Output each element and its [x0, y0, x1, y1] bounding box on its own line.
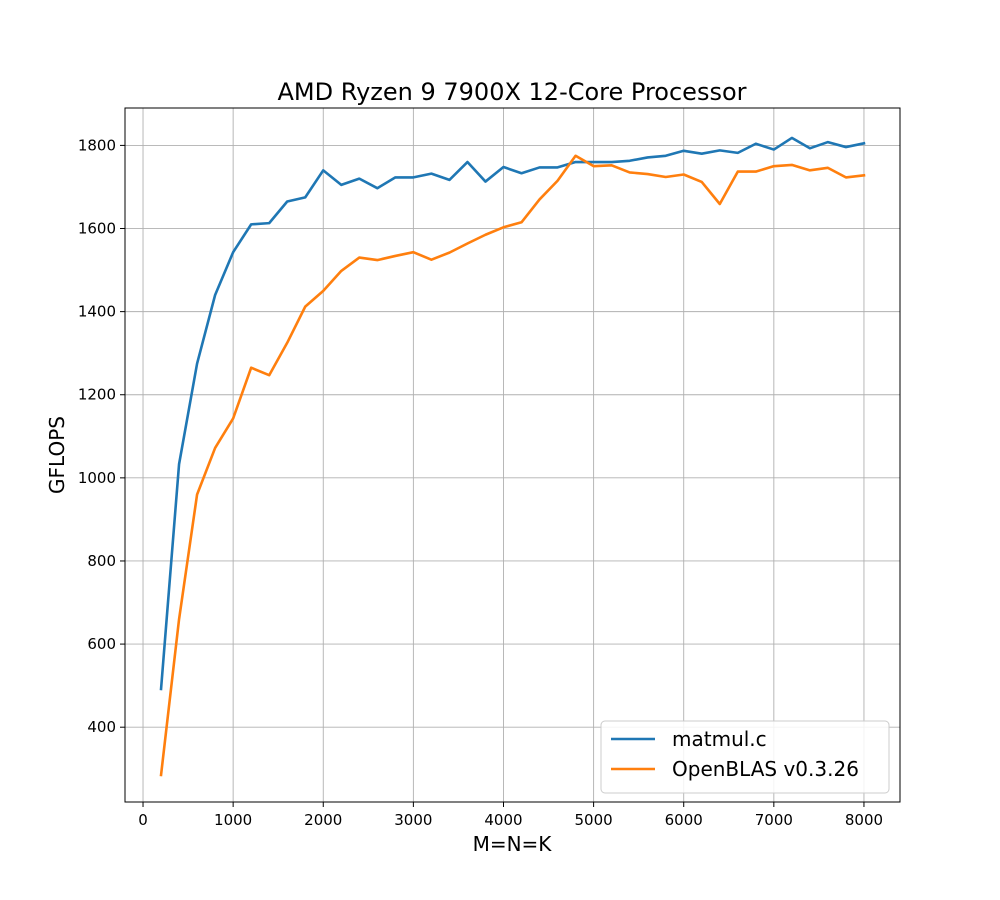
x-axis-label: M=N=K: [473, 832, 553, 856]
y-tick-label: 800: [87, 552, 116, 570]
legend-label: matmul.c: [672, 727, 767, 751]
legend-box: [600, 720, 890, 794]
plot-frame: [124, 107, 901, 803]
y-axis-label: GFLOPS: [45, 416, 69, 494]
series-line-matmul: [159, 136, 866, 691]
legend-label: OpenBLAS v0.3.26: [672, 757, 859, 781]
y-tick-label: 1000: [78, 469, 116, 487]
x-tick-label: 4000: [484, 811, 522, 829]
y-tick-label: 1600: [78, 220, 116, 238]
y-tick-label: 1200: [78, 386, 116, 404]
y-tick-label: 600: [87, 635, 116, 653]
chart-title: AMD Ryzen 9 7900X 12-Core Processor: [277, 78, 746, 106]
x-tick-label: 1000: [214, 811, 252, 829]
x-tick-label: 6000: [665, 811, 703, 829]
y-tick-label: 1800: [78, 136, 116, 154]
x-tick-label: 8000: [845, 811, 883, 829]
x-tick-label: 5000: [575, 811, 613, 829]
x-tick-label: 2000: [304, 811, 342, 829]
series-lines: [159, 136, 866, 777]
y-tick-label: 400: [87, 718, 116, 736]
legend: matmul.c OpenBLAS v0.3.26: [600, 720, 890, 794]
axes: [120, 107, 901, 807]
x-tick-label: 7000: [755, 811, 793, 829]
x-tick-label: 3000: [394, 811, 432, 829]
y-tick-label: 1400: [78, 303, 116, 321]
tick-labels: 0 1000 2000 3000 4000 5000 6000 7000 8000 400 600 8…: [78, 136, 883, 829]
x-tick-label: 0: [138, 811, 148, 829]
series-line-openblas: [159, 154, 866, 777]
